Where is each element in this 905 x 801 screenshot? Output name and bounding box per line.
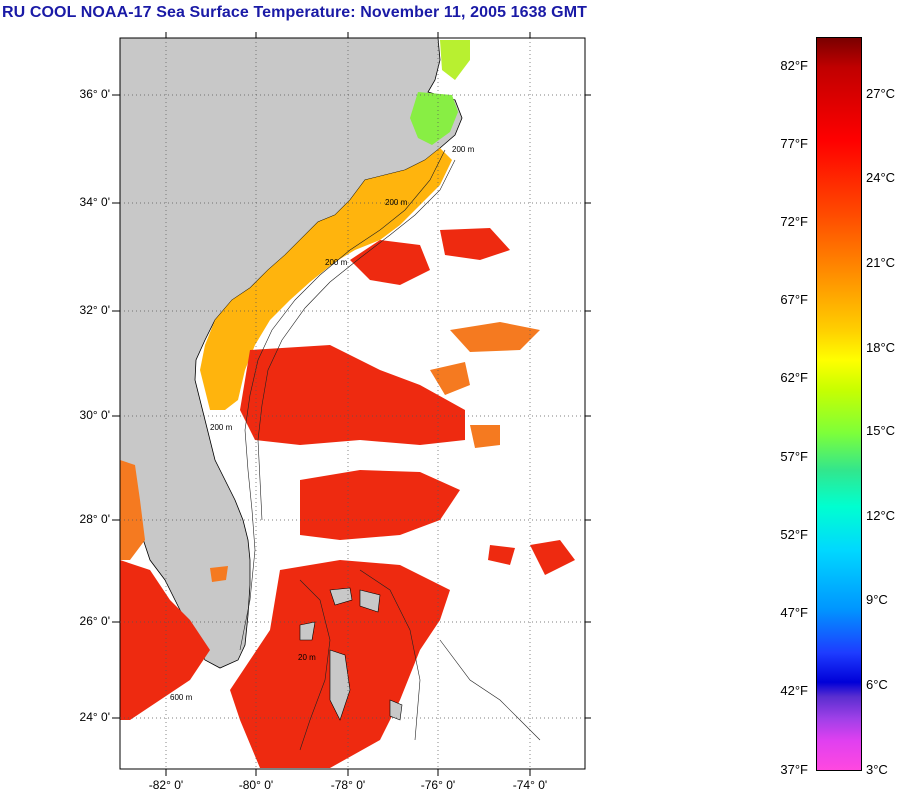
- lat-label-32: 32° 0': [79, 303, 110, 317]
- lat-label-34: 34° 0': [79, 195, 110, 209]
- axis-ticks: [112, 32, 591, 776]
- colorbar-c-label: 12°C: [866, 508, 896, 523]
- colorbar-f-label: 82°F: [780, 58, 808, 73]
- map-border: [119, 37, 586, 770]
- colorbar-c-label: 18°C: [866, 340, 896, 355]
- colorbar-f-label: 72°F: [780, 214, 808, 229]
- lon-label-74: -74° 0': [512, 778, 548, 792]
- colorbar-c-label: 6°C: [866, 677, 888, 692]
- contour-label: 200 m: [210, 423, 233, 432]
- cool-green-patch-north: [440, 40, 470, 80]
- lon-label-82: -82° 0': [148, 778, 184, 792]
- colorbar-f-label: 77°F: [780, 136, 808, 151]
- coastal-yellow-band: [200, 148, 452, 410]
- contour-label: 20 m: [298, 653, 316, 662]
- contour-label: 600 m: [170, 693, 193, 702]
- colorbar-c-label: 21°C: [866, 255, 896, 270]
- contour-label: 200 m: [325, 258, 348, 267]
- map-title: RU COOL NOAA-17 Sea Surface Temperature:…: [2, 4, 587, 21]
- lon-label-80: -80° 0': [238, 778, 274, 792]
- orange-water-patches: [120, 322, 540, 582]
- colorbar-c-label: 27°C: [866, 86, 896, 101]
- lat-gridlines: [120, 94, 585, 719]
- contour-labels: 200 m 200 m 200 m 200 m 600 m 20 m: [170, 145, 475, 702]
- lat-label-24: 24° 0': [79, 710, 110, 724]
- colorbar-c-label: 24°C: [866, 170, 896, 185]
- lon-label-76: -76° 0': [420, 778, 456, 792]
- colorbar-f-label: 42°F: [780, 683, 808, 698]
- temperature-colorbar: [816, 37, 862, 771]
- depth-contours: [239, 149, 541, 751]
- lat-label-30: 30° 0': [79, 408, 110, 422]
- lat-label-26: 26° 0': [79, 614, 110, 628]
- colorbar-c-label: 3°C: [866, 762, 888, 777]
- colorbar-f-label: 47°F: [780, 605, 808, 620]
- bahamas-islands: [299, 587, 403, 721]
- colorbar-c-label: 9°C: [866, 592, 888, 607]
- colorbar-f-label: 57°F: [780, 449, 808, 464]
- contour-label: 200 m: [385, 198, 408, 207]
- cool-green-patch: [410, 92, 458, 145]
- colorbar-f-label: 37°F: [780, 762, 808, 777]
- colorbar-c-label: 15°C: [866, 423, 896, 438]
- colorbar-f-label: 67°F: [780, 292, 808, 307]
- lat-label-28: 28° 0': [79, 512, 110, 526]
- lat-label-36: 36° 0': [79, 87, 110, 101]
- colorbar-f-label: 52°F: [780, 527, 808, 542]
- lon-label-78: -78° 0': [330, 778, 366, 792]
- contour-label: 200 m: [452, 145, 475, 154]
- colorbar-f-label: 62°F: [780, 370, 808, 385]
